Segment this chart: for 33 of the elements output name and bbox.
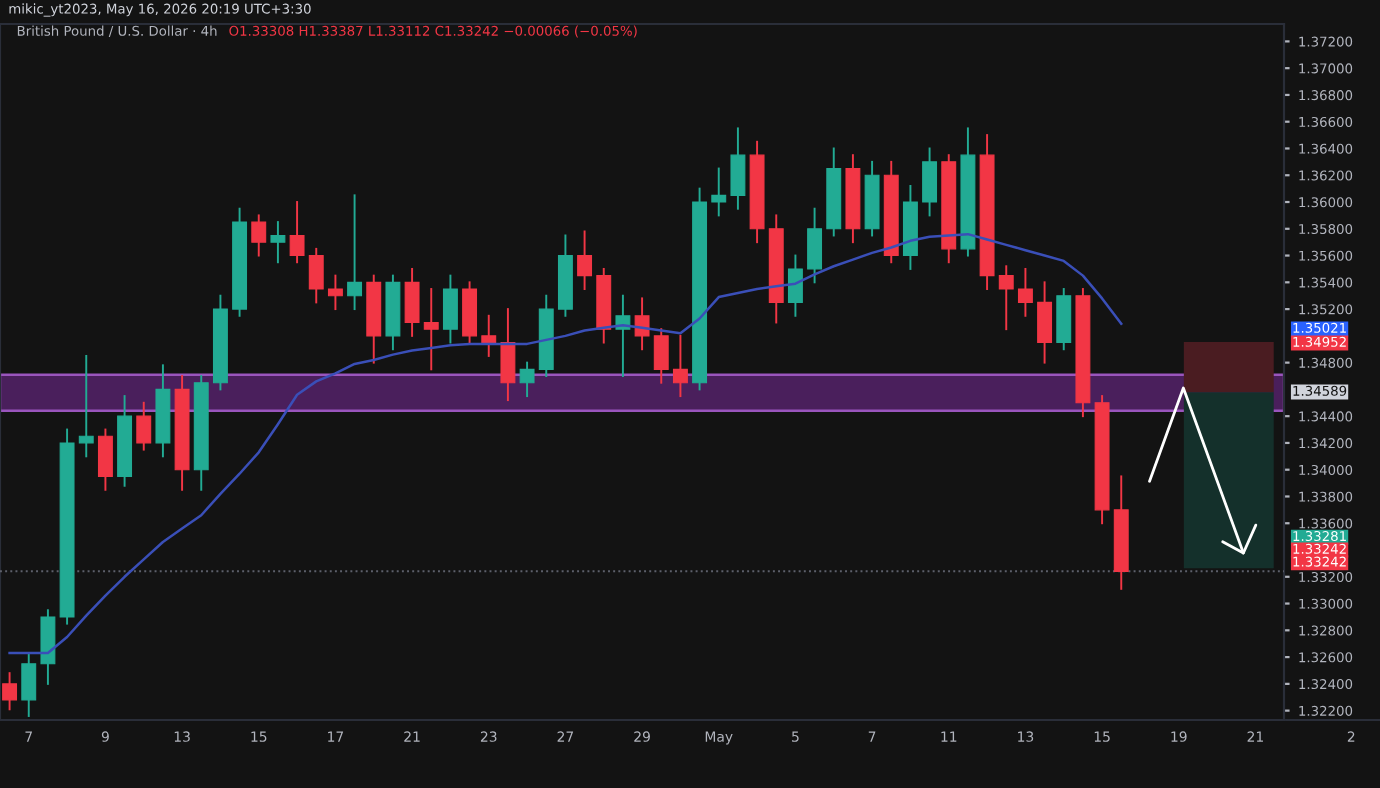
candlestick bbox=[270, 221, 286, 264]
candlestick bbox=[21, 653, 37, 717]
candlestick bbox=[78, 354, 94, 458]
candlestick bbox=[481, 314, 497, 357]
candlestick bbox=[711, 167, 727, 217]
candlestick bbox=[730, 127, 746, 210]
candlestick bbox=[2, 672, 18, 711]
candlestick bbox=[462, 281, 478, 344]
candlestick bbox=[442, 274, 458, 344]
candlestick bbox=[97, 428, 113, 491]
candlestick bbox=[787, 254, 803, 317]
candlestick bbox=[136, 401, 152, 451]
candlestick bbox=[672, 334, 688, 398]
candlestick bbox=[251, 214, 267, 257]
candlestick bbox=[998, 265, 1014, 331]
candlestick bbox=[289, 201, 305, 264]
candlestick bbox=[327, 274, 343, 311]
candlestick bbox=[308, 247, 324, 304]
candlestick bbox=[40, 609, 56, 685]
candlestick bbox=[807, 207, 823, 284]
candlestick bbox=[1017, 267, 1033, 317]
candlestick bbox=[423, 288, 439, 371]
candlestick bbox=[500, 308, 516, 402]
candlestick bbox=[1037, 281, 1053, 364]
candlestick bbox=[922, 147, 938, 217]
candlestick bbox=[634, 297, 650, 351]
line-series bbox=[8, 232, 1123, 655]
candlestick bbox=[404, 267, 420, 337]
candlestick bbox=[519, 361, 535, 398]
candlestick bbox=[1056, 288, 1072, 351]
candlestick bbox=[653, 328, 669, 384]
candlestick bbox=[347, 194, 363, 311]
candlestick bbox=[577, 230, 593, 290]
